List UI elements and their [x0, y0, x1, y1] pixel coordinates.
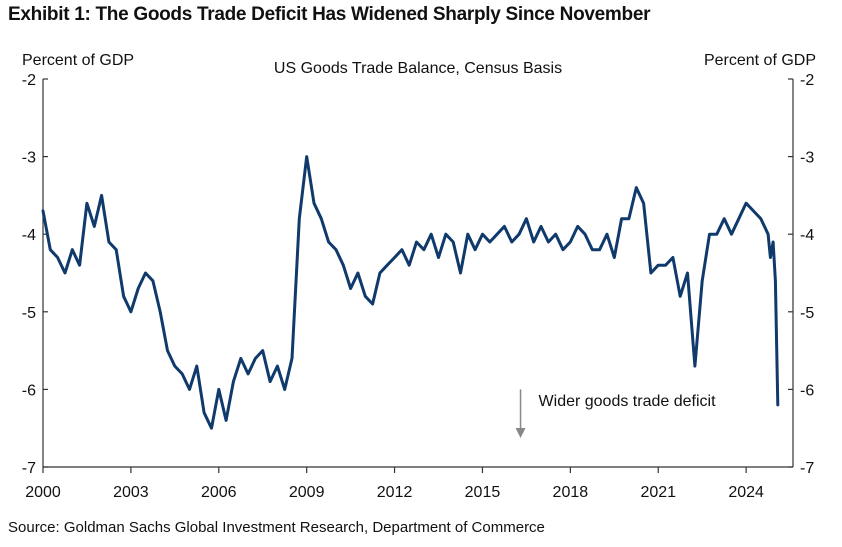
- tick-labels: -2 -2 -3 -3 -4 -4 -5 -5 -6 -6 -7 -7 2000 2003 2006 2009…: [22, 72, 815, 501]
- annotation: Wider goods trade deficit: [515, 389, 717, 438]
- chart-title: US Goods Trade Balance, Census Basis: [274, 60, 562, 77]
- y-axis-label-left: Percent of GDP: [22, 52, 134, 69]
- exhibit-title: Exhibit 1: The Goods Trade Deficit Has W…: [8, 4, 651, 25]
- y-axis-label-right: Percent of GDP: [704, 52, 816, 69]
- x-tick-label: 2024: [728, 484, 764, 501]
- y-tick-label-right: -7: [800, 460, 814, 477]
- tick-marks: [42, 78, 793, 473]
- y-tick-label-left: -2: [22, 72, 36, 89]
- y-tick-label-left: -6: [22, 382, 36, 399]
- y-tick-label-left: -7: [22, 460, 36, 477]
- x-tick-label: 2009: [289, 484, 325, 501]
- x-tick-label: 2000: [25, 484, 61, 501]
- x-tick-label: 2018: [553, 484, 589, 501]
- x-tick-label: 2006: [201, 484, 237, 501]
- x-tick-label: 2012: [377, 484, 413, 501]
- y-tick-label-right: -2: [800, 72, 814, 89]
- y-tick-label-right: -4: [800, 227, 814, 244]
- axes: [42, 79, 794, 468]
- annotation-arrowhead: [515, 427, 526, 438]
- annotation-text: Wider goods trade deficit: [539, 393, 717, 410]
- y-tick-label-right: -3: [800, 150, 814, 167]
- y-tick-label-left: -5: [22, 305, 36, 322]
- y-tick-label-right: -5: [800, 305, 814, 322]
- series-line-goods-trade-balance: [41, 155, 780, 430]
- y-tick-label-left: -4: [22, 227, 36, 244]
- source-note: Source: Goldman Sachs Global Investment …: [8, 519, 545, 536]
- x-tick-label: 2003: [113, 484, 149, 501]
- y-tick-label-left: -3: [22, 150, 36, 167]
- x-tick-label: 2021: [640, 484, 676, 501]
- x-tick-label: 2015: [465, 484, 501, 501]
- y-tick-label-right: -6: [800, 382, 814, 399]
